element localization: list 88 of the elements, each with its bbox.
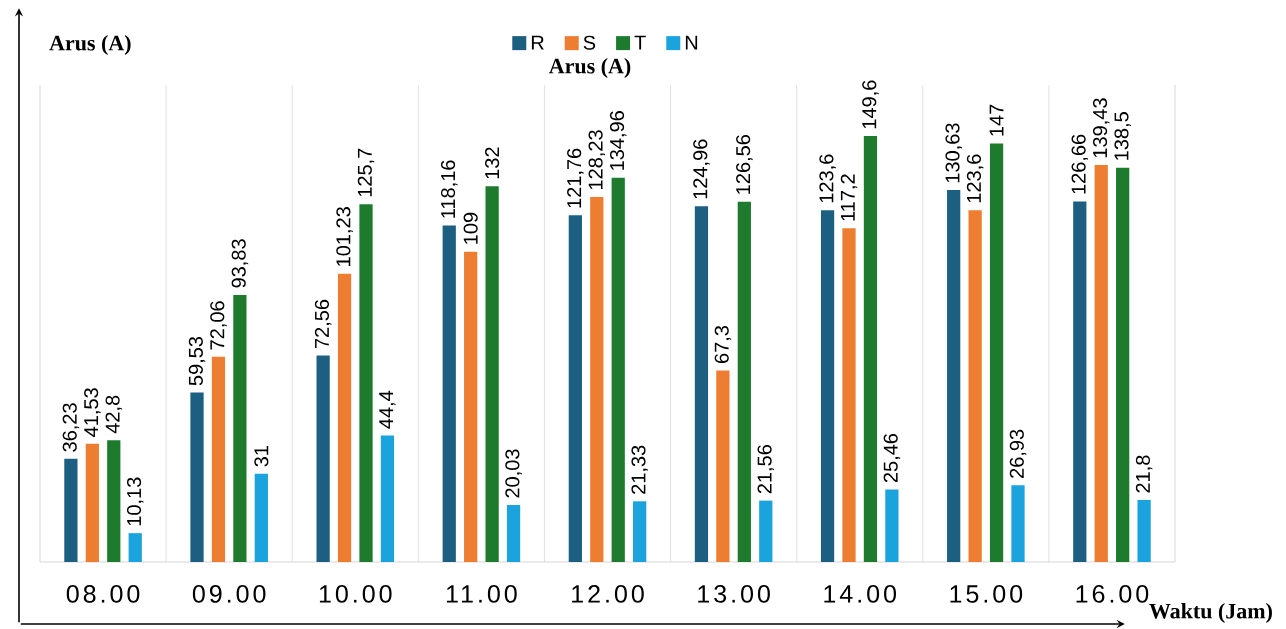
legend-label: T <box>634 35 646 50</box>
bar <box>947 190 961 562</box>
bar <box>568 215 582 562</box>
data-label: 138,5 <box>1114 112 1131 160</box>
x-tick-label: 08.00 <box>66 585 140 603</box>
data-label: 72,06 <box>210 301 227 350</box>
data-label: 93,83 <box>231 239 249 288</box>
bar <box>694 206 709 562</box>
data-label: 134,96 <box>609 111 627 170</box>
data-label: 130,63 <box>945 123 962 183</box>
x-tick-label: 16.00 <box>1076 585 1149 603</box>
data-label: 67,3 <box>714 325 732 363</box>
bar <box>968 210 982 562</box>
data-label: 109 <box>463 212 478 244</box>
data-label: 21,8 <box>1135 455 1153 493</box>
bar <box>464 251 478 562</box>
bar <box>1011 485 1025 562</box>
data-label: 132 <box>485 147 500 179</box>
legend-label: N <box>685 35 698 50</box>
data-label: 128,23 <box>588 130 606 190</box>
data-label: 118,16 <box>440 160 458 218</box>
data-label: 21,56 <box>757 445 775 494</box>
data-label: 59,53 <box>188 336 206 386</box>
data-label: 126,56 <box>736 135 753 194</box>
x-tick-label: 09.00 <box>192 585 266 603</box>
bar <box>885 489 899 562</box>
x-tick-label: 12.00 <box>572 585 644 603</box>
bar <box>737 201 751 562</box>
bar <box>633 501 647 562</box>
data-label: 25,46 <box>883 433 901 483</box>
data-label: 36,23 <box>62 403 80 452</box>
bar <box>1116 167 1130 562</box>
x-tick-label: 10.00 <box>319 585 392 603</box>
data-label: 41,53 <box>84 388 101 437</box>
data-label: 10,13 <box>126 477 144 526</box>
data-label: 117,2 <box>840 174 858 221</box>
data-label: 147 <box>989 104 1004 136</box>
data-label: 42,8 <box>105 395 123 434</box>
bar <box>1137 499 1151 562</box>
bar <box>64 458 78 562</box>
data-label: 31 <box>254 446 269 467</box>
bar <box>611 177 625 562</box>
bar <box>190 392 204 562</box>
chart-title: Arus (A) <box>548 58 631 78</box>
bar <box>820 210 835 562</box>
bar <box>1094 165 1108 562</box>
x-tick-label: 15.00 <box>950 585 1023 603</box>
data-label: 44,4 <box>379 390 396 429</box>
data-label: 121,76 <box>567 148 584 208</box>
data-label: 26,93 <box>1009 429 1027 478</box>
bar <box>359 204 373 562</box>
bar <box>863 136 878 562</box>
x-tick-label: 11.00 <box>446 585 517 603</box>
data-label: 126,66 <box>1071 134 1089 194</box>
bar <box>1073 201 1087 562</box>
data-label: 20,03 <box>505 449 522 498</box>
legend-label: R <box>531 35 544 50</box>
data-label: 125,7 <box>357 148 375 197</box>
bar <box>128 533 142 562</box>
bar <box>337 273 352 562</box>
legend-label: S <box>583 35 596 50</box>
x-tick-label: 13.00 <box>698 585 770 603</box>
data-label: 149,6 <box>862 80 879 129</box>
bar <box>211 356 226 562</box>
data-label: 21,33 <box>631 445 648 494</box>
x-tick-label: 14.00 <box>824 585 897 603</box>
data-label: 139,43 <box>1092 98 1110 158</box>
bar <box>842 228 856 562</box>
bar <box>107 440 121 562</box>
y-axis-title: Arus (A) <box>49 35 131 55</box>
data-label: 123,6 <box>966 154 984 203</box>
bar <box>590 196 604 562</box>
bar <box>442 225 456 562</box>
bar <box>716 370 730 562</box>
bar <box>759 500 773 562</box>
bar <box>85 443 99 562</box>
data-label: 123,6 <box>819 154 836 203</box>
bar <box>254 473 268 562</box>
bar <box>316 355 330 562</box>
data-label: 101,23 <box>336 207 353 266</box>
bar <box>380 435 395 562</box>
bar <box>989 143 1004 562</box>
bar <box>485 186 499 562</box>
data-label: 124,96 <box>693 139 710 199</box>
data-label: 72,56 <box>314 299 332 348</box>
bar <box>506 504 521 562</box>
bar <box>233 294 247 562</box>
x-axis-title: Waktu (Jam) <box>1149 603 1272 623</box>
